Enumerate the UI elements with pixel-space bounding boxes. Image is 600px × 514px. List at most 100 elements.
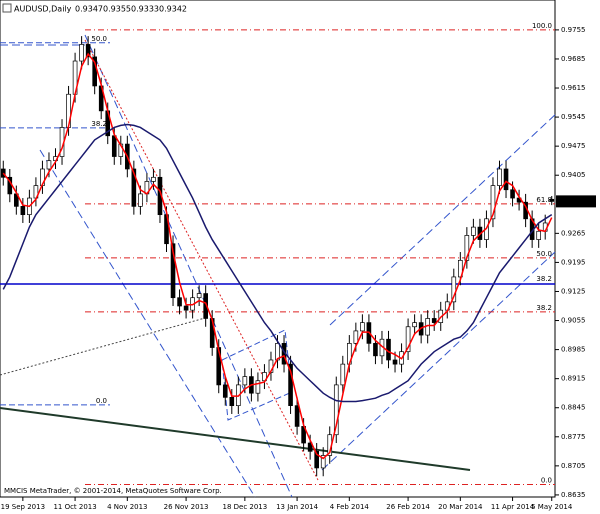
candle-body [320,455,326,469]
x-tick-label: 11 Oct 2013 [53,503,96,511]
fib-label: 61.8 [536,196,552,204]
y-tick-label: 0.9615 [561,84,586,92]
y-tick-label: 0.9755 [561,26,586,34]
candle-body [288,363,293,407]
x-tick-label: 26 Nov 2013 [164,503,209,511]
x-tick-label: 4 Nov 2013 [107,503,147,511]
candle-body [138,193,143,207]
footer: MMCIS MetaTrader, © 2001-2014, MetaQuote… [4,487,222,495]
moving-average [2,123,553,403]
trendline [221,329,293,421]
candle-body [170,243,176,299]
y-tick-label: 0.9195 [561,258,586,266]
candle-body [183,305,189,311]
y-tick-label: 0.8985 [561,346,586,354]
candle-body [196,293,202,299]
candle-body [549,198,555,202]
y-tick-label: 0.8845 [561,404,586,412]
trendline [329,111,559,326]
candle-body [392,359,398,365]
y-tick-label: 0.9125 [561,287,586,295]
y-tick-label: 0.8915 [561,375,586,383]
x-tick-label: 26 Feb 2014 [386,503,430,511]
candle-body [222,384,228,398]
candle-body [46,160,52,170]
fib-label: 38.2 [91,120,107,128]
candle-body [242,376,248,386]
candle-body [510,189,515,199]
y-tick-label: 0.9545 [561,113,586,121]
candle-body [536,230,541,240]
y-tick-label: 0.8635 [561,491,586,499]
candle-body [85,44,91,58]
trendline [84,34,293,498]
x-tick-label: 11 Apr 2014 [491,503,535,511]
x-tick-label: 5 May 2014 [531,503,573,511]
y-tick-label: 0.9475 [561,142,586,150]
candle-body [177,297,182,307]
trendline [0,317,206,376]
fib-label: 38.2 [536,304,552,312]
candle-body [20,206,26,216]
candle-body [340,363,346,386]
x-tick-label: 18 Dec 2013 [222,503,267,511]
x-tick-label: 20 Mar 2014 [438,503,483,511]
candle-body [451,276,457,303]
x-tick-label: 4 Feb 2014 [330,503,370,511]
candle-body [0,168,6,178]
candle-body [314,450,319,469]
candle-body [490,185,496,220]
moving-average [2,52,553,460]
candle-body [333,384,339,436]
candle-body [131,168,137,207]
candle-body [464,235,470,261]
candle-body [353,330,359,344]
y-tick-label: 0.8775 [561,433,586,441]
trendline [84,39,319,481]
candle-body [405,326,411,353]
candle-body [412,322,417,328]
trendline [321,251,556,471]
plot-frame [0,0,556,498]
candle-body [111,135,117,157]
fib-label: 0.0 [541,477,552,485]
y-tick-label: 0.9055 [561,317,586,325]
ohlc-close: 0.9342 [159,5,187,14]
trendline [0,407,471,471]
fib-label: 0.0 [96,397,107,405]
hline-label: 38.2 [536,275,552,283]
candle-body [294,405,300,427]
candle-body [458,259,463,278]
fib-label: 50.0 [91,35,107,43]
candle-body [203,293,208,319]
ohlc-open: 0.9347 [75,5,103,14]
candle-body [229,397,235,407]
y-tick-label: 0.9685 [561,55,586,63]
trendlines [0,34,559,498]
candle-body [79,44,84,62]
symbol-icon [2,3,12,13]
candle-body [373,343,378,357]
x-tick-label: 19 Sep 2013 [1,503,45,511]
ohlc-low: 0.9333 [131,5,159,14]
ohlc-high: 0.9355 [103,5,131,14]
price-label: 0.9342 [560,197,585,205]
y-tick-label: 0.8705 [561,462,586,470]
candle-body [497,168,502,186]
x-tick-label: 13 Jan 2014 [276,503,319,511]
y-tick-label: 0.9265 [561,229,586,237]
y-tick-label: 0.9405 [561,171,586,179]
price-box [556,195,596,208]
trendline [39,149,256,498]
candle-body [255,380,261,394]
fib-label: 50.0 [536,250,552,258]
fib-label: 100.0 [532,22,552,30]
chart-title: AUDUSD,Daily [14,5,72,14]
candle-body [471,226,476,236]
candle-body [307,442,313,452]
candle-body [431,318,437,323]
candle-body [360,322,365,332]
candle-body [503,168,509,191]
